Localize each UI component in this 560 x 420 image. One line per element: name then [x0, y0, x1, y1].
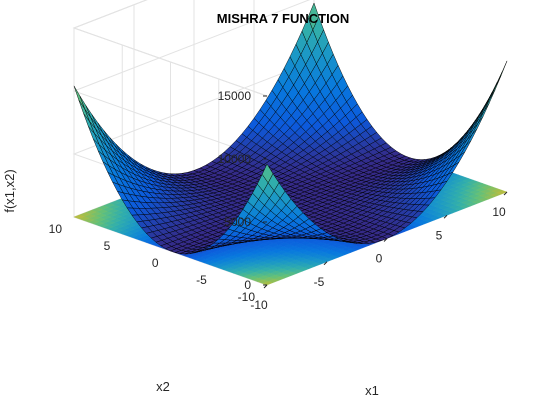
- chart-title: MISHRA 7 FUNCTION: [217, 11, 349, 26]
- z-tick-label: 10000: [218, 152, 252, 166]
- x-axis-label: x1: [365, 383, 379, 398]
- y-tick-label: -10: [238, 290, 256, 304]
- surface-mesh: [73, 2, 508, 255]
- z-tick-label: 5000: [224, 215, 251, 229]
- x-tick-label: 10: [492, 205, 506, 219]
- y-tick-label: 5: [104, 239, 111, 253]
- x-tick-label: 5: [436, 228, 443, 242]
- x-tick-label: -10: [250, 298, 268, 312]
- y-tick-label: 0: [152, 256, 159, 270]
- y-tick-label: 10: [49, 222, 63, 236]
- x-tick-label: -5: [314, 275, 325, 289]
- y-tick-label: -5: [196, 273, 207, 287]
- z-tick-label: 15000: [218, 89, 252, 103]
- y-axis-label: x2: [156, 379, 170, 394]
- x-tick-label: 0: [376, 252, 383, 266]
- axis-ticks: 0 5000 10000 15000 -10 -5 0 5 10 -10 -5 0 5 10: [49, 89, 508, 312]
- z-axis-label: f(x1,x2): [2, 169, 17, 212]
- z-tick-label: 0: [244, 278, 251, 292]
